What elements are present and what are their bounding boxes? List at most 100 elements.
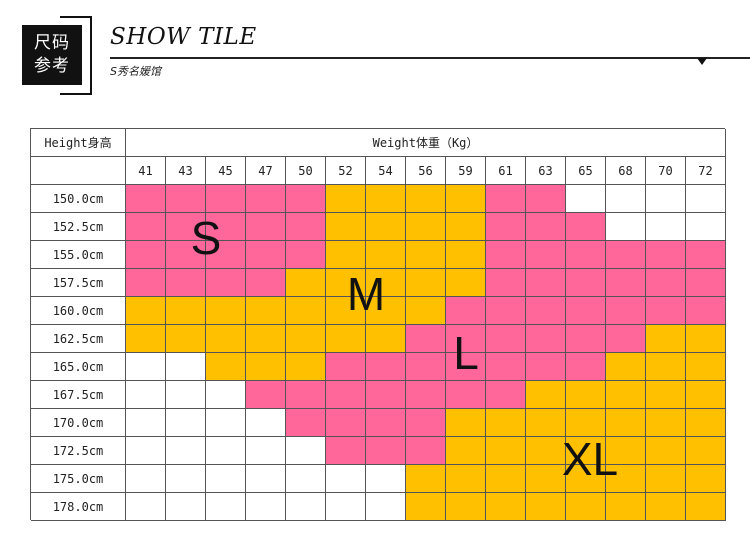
size-cell xyxy=(406,465,446,493)
size-cell xyxy=(326,381,366,409)
size-chart-table: Height身高 Weight体重（Kg） 41 43 45 47 50 52 54 56 59… xyxy=(30,128,726,521)
size-label-m: M xyxy=(346,268,386,321)
size-cell xyxy=(686,325,726,353)
size-cell xyxy=(446,241,486,269)
size-cell xyxy=(526,241,566,269)
size-cell xyxy=(286,353,326,381)
size-cell xyxy=(246,353,286,381)
size-cell xyxy=(646,353,686,381)
size-cell xyxy=(166,325,206,353)
weight-header-43: 43 xyxy=(166,157,206,185)
badge-frame xyxy=(60,16,92,95)
size-cell xyxy=(286,437,326,465)
size-cell xyxy=(406,241,446,269)
size-cell xyxy=(246,269,286,297)
size-cell xyxy=(646,241,686,269)
size-cell xyxy=(366,493,406,521)
size-cell xyxy=(206,409,246,437)
size-cell xyxy=(446,353,486,381)
size-cell xyxy=(406,297,446,325)
weight-header-50: 50 xyxy=(286,157,326,185)
size-cell xyxy=(126,465,166,493)
size-cell xyxy=(126,437,166,465)
badge-line-2: 参考 xyxy=(34,56,70,76)
size-cell xyxy=(606,185,646,213)
size-cell xyxy=(286,241,326,269)
size-cell xyxy=(526,213,566,241)
weight-header-47: 47 xyxy=(246,157,286,185)
size-cell xyxy=(606,437,646,465)
size-cell xyxy=(246,213,286,241)
row-header-height: Height身高 xyxy=(31,129,126,157)
size-cell xyxy=(446,297,486,325)
size-cell xyxy=(206,465,246,493)
weight-header-52: 52 xyxy=(326,157,366,185)
size-cell xyxy=(686,185,726,213)
size-cell xyxy=(406,437,446,465)
size-cell xyxy=(206,437,246,465)
weight-header-45: 45 xyxy=(206,157,246,185)
size-cell xyxy=(286,409,326,437)
size-cell xyxy=(446,493,486,521)
size-cell xyxy=(526,269,566,297)
size-cell xyxy=(326,465,366,493)
size-cell xyxy=(486,437,526,465)
size-cell xyxy=(566,409,606,437)
size-cell xyxy=(326,185,366,213)
height-label-157.5cm: 157.5cm xyxy=(31,269,126,297)
size-cell xyxy=(606,493,646,521)
size-cell xyxy=(126,493,166,521)
size-cell xyxy=(286,465,326,493)
size-cell xyxy=(166,409,206,437)
size-cell xyxy=(486,325,526,353)
size-cell xyxy=(366,297,406,325)
size-cell xyxy=(686,241,726,269)
size-cell xyxy=(486,185,526,213)
size-cell xyxy=(126,353,166,381)
size-cell xyxy=(646,381,686,409)
size-cell xyxy=(646,465,686,493)
weight-header-63: 63 xyxy=(526,157,566,185)
size-cell xyxy=(206,325,246,353)
size-cell xyxy=(366,353,406,381)
size-cell xyxy=(206,241,246,269)
size-cell xyxy=(126,213,166,241)
size-cell xyxy=(606,325,646,353)
size-cell xyxy=(686,297,726,325)
size-cell xyxy=(686,409,726,437)
header-divider xyxy=(110,57,750,59)
size-cell xyxy=(566,297,606,325)
size-cell xyxy=(246,493,286,521)
size-cell xyxy=(366,381,406,409)
size-cell xyxy=(246,437,286,465)
height-label-178.0cm: 178.0cm xyxy=(31,493,126,521)
size-cell xyxy=(206,297,246,325)
size-cell xyxy=(286,213,326,241)
size-cell xyxy=(206,213,246,241)
weight-header-68: 68 xyxy=(606,157,646,185)
size-cell xyxy=(566,381,606,409)
size-cell xyxy=(606,409,646,437)
size-cell xyxy=(606,269,646,297)
size-cell xyxy=(166,269,206,297)
size-cell xyxy=(486,213,526,241)
size-cell xyxy=(526,185,566,213)
size-cell xyxy=(126,325,166,353)
size-cell xyxy=(286,297,326,325)
size-cell xyxy=(566,213,606,241)
height-label-175.0cm: 175.0cm xyxy=(31,465,126,493)
height-label-167.5cm: 167.5cm xyxy=(31,381,126,409)
size-cell xyxy=(406,213,446,241)
size-cell xyxy=(566,493,606,521)
size-cell xyxy=(246,185,286,213)
size-cell xyxy=(366,325,406,353)
size-cell xyxy=(646,297,686,325)
size-cell xyxy=(326,297,366,325)
size-cell xyxy=(486,353,526,381)
size-cell xyxy=(446,465,486,493)
size-cell xyxy=(366,409,406,437)
size-cell xyxy=(406,409,446,437)
size-cell xyxy=(406,381,446,409)
size-cell xyxy=(286,325,326,353)
size-cell xyxy=(326,437,366,465)
